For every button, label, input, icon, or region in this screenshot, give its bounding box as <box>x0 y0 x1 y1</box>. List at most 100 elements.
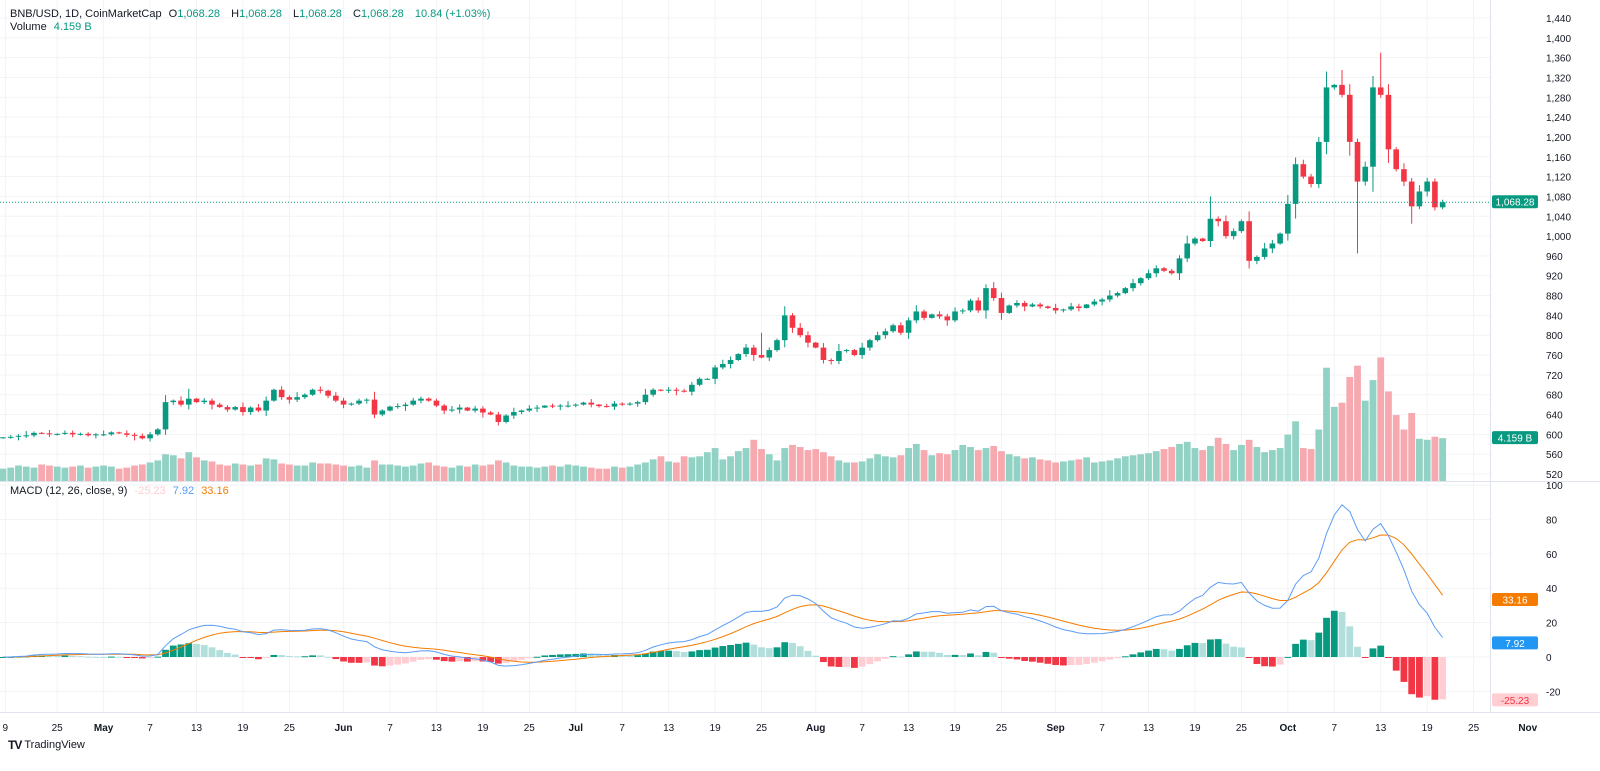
macd-histogram-bar <box>402 657 409 664</box>
volume-bar <box>1036 459 1044 481</box>
candle-body <box>371 399 378 415</box>
macd-histogram-bar <box>1160 649 1168 657</box>
macd-histogram-bar <box>1191 642 1199 657</box>
candle-body <box>1037 304 1043 307</box>
macd-histogram-bar <box>897 656 905 658</box>
volume-bar <box>905 448 912 481</box>
candle-body <box>394 406 401 408</box>
candle-body <box>108 432 115 435</box>
candle-body <box>603 406 610 408</box>
volume-bar <box>347 466 355 481</box>
volume-bar <box>1361 400 1369 481</box>
volume-bar <box>77 465 84 481</box>
volume-bar <box>804 450 812 481</box>
ohlc-high: H1,068.28 <box>231 8 286 20</box>
macd-histogram-bar <box>1075 657 1083 665</box>
macd-histogram-bar <box>1121 656 1129 658</box>
candle-body <box>1099 299 1105 302</box>
macd-histogram-bar <box>1338 611 1346 657</box>
candle-body <box>271 389 277 401</box>
volume-bar <box>46 465 53 481</box>
candle-body <box>7 436 14 438</box>
time-axis-label: Jul <box>569 723 584 734</box>
volume-bar <box>1338 402 1346 481</box>
volume-bar <box>1052 462 1060 481</box>
macd-histogram-bar <box>649 651 657 657</box>
candle-body <box>1083 304 1090 308</box>
macd-histogram-bar <box>959 655 967 657</box>
volume-bar <box>355 465 363 481</box>
candle-body <box>1362 166 1369 182</box>
volume-bar <box>169 455 177 481</box>
macd-histogram-bar <box>1013 657 1021 660</box>
change-value: 10.84 (+1.03%) <box>414 8 491 20</box>
macd-histogram-bar <box>1315 632 1323 657</box>
volume-bar <box>1160 449 1168 481</box>
macd-histogram-bar <box>920 651 928 657</box>
candle-body <box>216 404 223 408</box>
volume-bar <box>301 465 309 481</box>
volume-bar <box>750 439 758 481</box>
macd-histogram-bar <box>881 657 889 659</box>
price-tick-label: 920 <box>1546 272 1563 283</box>
macd-histogram-bar <box>154 656 162 658</box>
candle-body <box>983 288 989 311</box>
volume-bar <box>1408 413 1416 481</box>
candle-body <box>31 432 37 436</box>
volume-bar <box>123 467 131 481</box>
volume-bar <box>386 464 394 481</box>
volume-bar <box>928 455 936 481</box>
candle-body <box>131 434 138 436</box>
macd-histogram-bar <box>1152 648 1160 657</box>
macd-histogram-bar <box>796 646 804 657</box>
volume-bar <box>858 461 866 481</box>
volume-bar <box>479 465 487 481</box>
price-tick-label: 760 <box>1546 351 1563 362</box>
volume-bar <box>1292 421 1299 481</box>
volume-bar <box>580 466 587 481</box>
candle-body <box>836 351 842 361</box>
candle-body <box>1416 191 1423 207</box>
volume-bar <box>874 454 882 481</box>
macd-histogram-bar <box>1145 650 1152 657</box>
candle-body <box>185 398 192 405</box>
tradingview-logo-icon: TV <box>8 738 22 752</box>
candle-body <box>1068 306 1074 310</box>
macd-tick-label: 20 <box>1546 619 1558 630</box>
volume-bar <box>1354 365 1361 481</box>
candle-body <box>1207 218 1214 242</box>
volume-bar <box>7 467 15 481</box>
macd-histogram-tag: -25.23 <box>1501 696 1530 707</box>
candle-body <box>1316 141 1322 185</box>
candle-body <box>85 433 91 436</box>
volume-bar <box>727 456 734 481</box>
low-label: L <box>292 8 300 20</box>
volume-bar <box>1392 415 1400 481</box>
macd-histogram-bar <box>595 654 603 657</box>
volume-bar <box>285 464 293 481</box>
candle-body <box>325 390 331 396</box>
time-axis-label: 19 <box>1189 723 1201 734</box>
macd-histogram-bar <box>1199 643 1207 657</box>
symbol-legend: BNB/USD, 1D, CoinMarketCap O1,068.28 H1,… <box>10 8 494 20</box>
candle-body <box>1432 181 1438 208</box>
macd-histogram-bar <box>1261 657 1269 667</box>
macd-signal-tag: 33.16 <box>1502 595 1527 606</box>
ohlc-low: L1,068.28 <box>293 8 346 20</box>
volume-bar <box>1129 455 1137 481</box>
volume-bar <box>773 460 781 481</box>
macd-histogram-bar <box>53 655 61 657</box>
candle-body <box>929 314 935 318</box>
macd-histogram-bar <box>324 656 332 658</box>
candle-body <box>1292 164 1299 204</box>
volume-bar <box>1431 436 1439 481</box>
macd-line-value: 7.92 <box>172 485 195 497</box>
volume-bar <box>502 462 510 481</box>
volume-bar <box>15 465 22 481</box>
candle-body <box>1184 243 1191 259</box>
tradingview-branding[interactable]: TV TradingView <box>8 738 85 752</box>
volume-bar <box>1323 367 1330 481</box>
volume-bar <box>378 464 386 481</box>
macd-histogram-bar <box>1183 645 1191 657</box>
